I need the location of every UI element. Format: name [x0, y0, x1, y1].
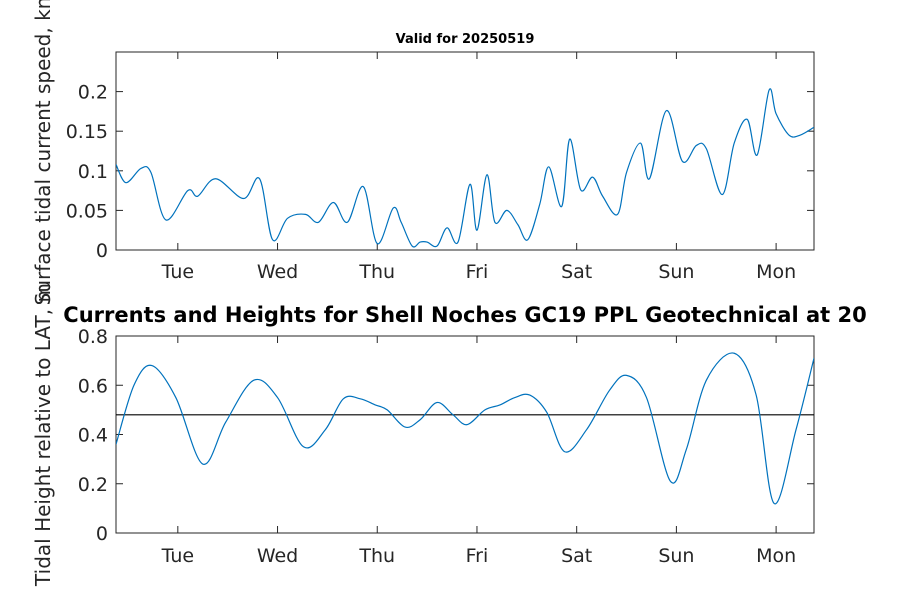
- chart-title: Valid for 20250519: [396, 32, 535, 47]
- axes-box: [115, 335, 815, 534]
- x-tick-label: Fri: [466, 261, 489, 283]
- x-tick-label: Tue: [161, 545, 194, 567]
- x-tick-label: Mon: [756, 261, 796, 283]
- axes-box: [115, 51, 815, 251]
- y-tick-label: 0.6: [78, 375, 108, 397]
- y-tick-label: 0: [96, 523, 108, 545]
- x-tick-label: Mon: [756, 545, 796, 567]
- x-tick-label: Thu: [358, 545, 395, 567]
- x-tick-label: Thu: [358, 261, 395, 283]
- x-tick-label: Sat: [561, 261, 592, 283]
- x-tick-label: Wed: [257, 261, 298, 283]
- y-axis-label: Tidal Height relative to LAT, m: [31, 283, 55, 587]
- x-tick-label: Tue: [161, 261, 194, 283]
- y-tick-label: 0: [96, 240, 108, 262]
- y-tick-label: 0.2: [78, 474, 108, 496]
- y-tick-label: 0.2: [78, 82, 108, 104]
- x-tick-label: Sun: [658, 545, 694, 567]
- x-tick-label: Sat: [561, 545, 592, 567]
- x-tick-label: Fri: [466, 545, 489, 567]
- series-line: [116, 352, 814, 505]
- y-tick-label: 0.4: [78, 425, 108, 447]
- y-axis-label: Surface tidal current speed, kn: [31, 0, 55, 305]
- x-tick-label: Wed: [257, 545, 298, 567]
- y-tick-label: 0.05: [66, 200, 108, 222]
- series-line: [116, 88, 814, 248]
- tidal-height-panel: 0 0.2 0.4 0.6 0.8 Tue Wed Thu Fri Sat Sun Mon Tidal …: [31, 283, 867, 587]
- chart-title: Currents and Heights for Shell Noches GC…: [63, 303, 866, 327]
- current-speed-panel: 0 0.05 0.1 0.15 0.2 Tue Wed Thu Fri Sat Sun Mon Surf…: [31, 0, 815, 305]
- y-tick-label: 0.1: [78, 161, 108, 183]
- y-tick-label: 0.8: [78, 326, 108, 348]
- x-tick-label: Sun: [658, 261, 694, 283]
- y-tick-label: 0.15: [66, 121, 108, 143]
